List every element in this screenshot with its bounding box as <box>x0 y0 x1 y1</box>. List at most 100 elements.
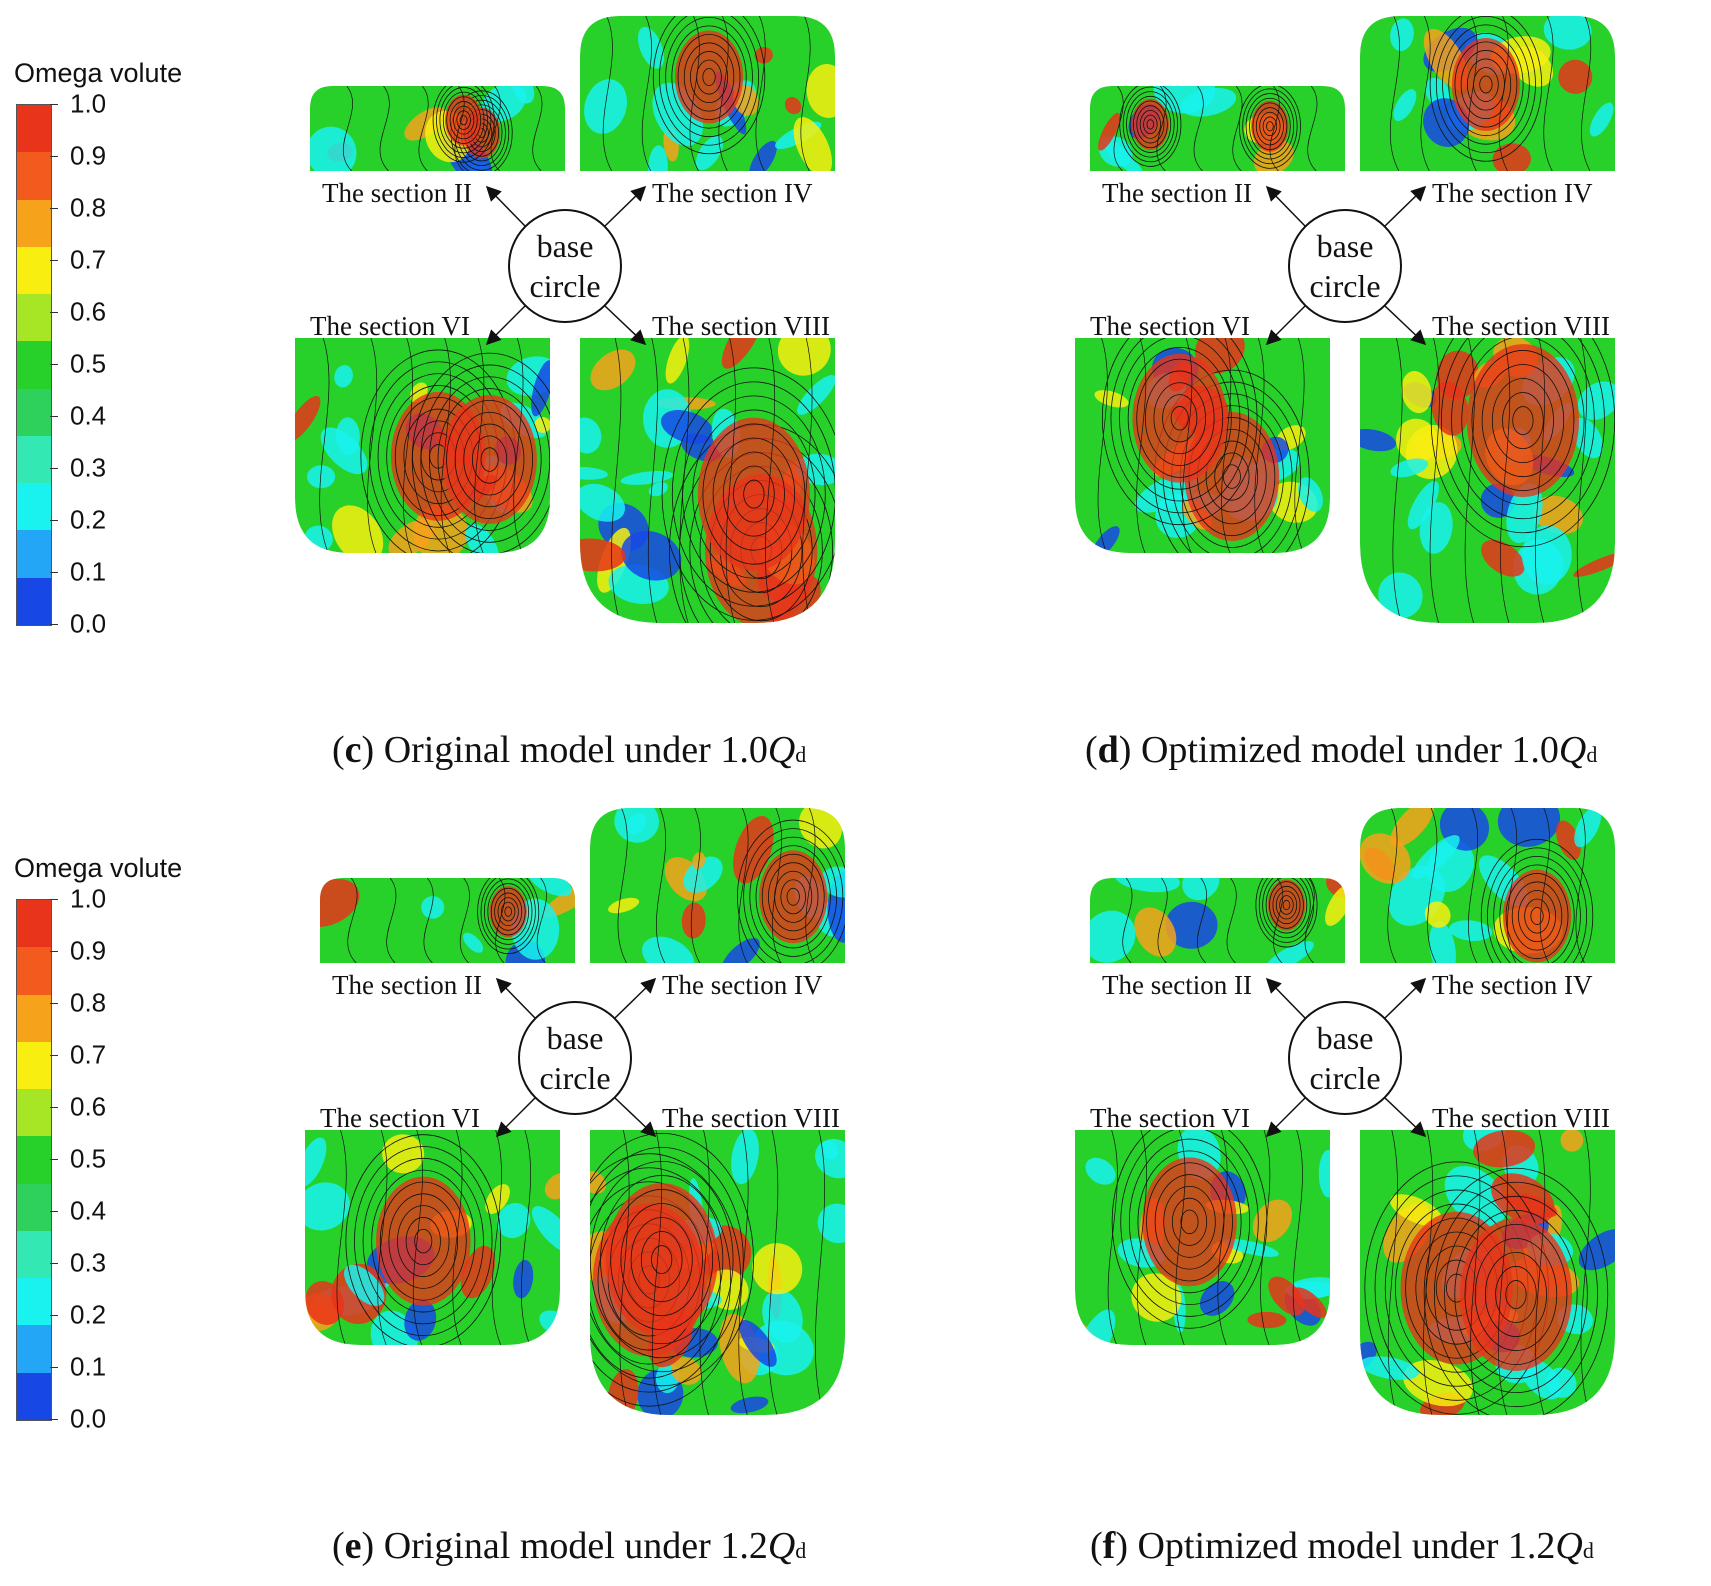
streamline <box>420 364 550 553</box>
streamline <box>749 836 838 957</box>
contour-blob <box>642 936 695 963</box>
section-ii-contour <box>1090 878 1345 963</box>
colorbar-band <box>17 1372 51 1420</box>
streamline <box>1242 88 1298 165</box>
streamline <box>772 808 783 963</box>
streamline <box>494 892 523 931</box>
contour-blob <box>334 365 353 388</box>
streamline <box>1262 116 1278 137</box>
streamline <box>738 1130 749 1415</box>
streamline <box>1136 105 1165 144</box>
streamline <box>386 878 397 963</box>
streamline <box>347 878 358 963</box>
contour-blob <box>305 1281 345 1325</box>
legend-tick-mark <box>50 1419 58 1420</box>
contour-blob <box>1165 901 1218 949</box>
section-iv-contour <box>1360 16 1615 171</box>
streamline <box>1153 382 1206 455</box>
base-circle-label-line2: circle <box>1309 1060 1381 1096</box>
contour-blob <box>1481 539 1525 577</box>
streamline <box>1269 881 1304 929</box>
streamline <box>1258 878 1315 943</box>
streamline <box>1126 91 1175 158</box>
colorbar-band <box>17 246 51 295</box>
streamline <box>718 16 729 171</box>
streamline <box>411 352 550 553</box>
arrow-icon <box>1384 305 1427 346</box>
streamline <box>497 897 519 927</box>
streamline <box>428 376 550 543</box>
streamline <box>1387 808 1398 963</box>
streamline <box>690 808 701 963</box>
legend-tick-mark <box>50 1315 58 1316</box>
streamline <box>661 367 835 621</box>
legend-tick-label: 1.0 <box>70 88 107 119</box>
section-label: The section VIII <box>652 311 830 341</box>
streamline <box>1238 86 1301 169</box>
contour-blob <box>1297 477 1323 512</box>
streamline <box>1111 1130 1268 1329</box>
contour-blob <box>1090 910 1136 963</box>
legend-tick-label: 0.7 <box>70 244 107 275</box>
streamline <box>354 1146 493 1337</box>
streamline <box>1543 16 1554 171</box>
vortex-core <box>1466 344 1580 498</box>
contour-blob <box>528 878 572 897</box>
contour-blob <box>1558 59 1593 94</box>
legend-tick-label: 0.0 <box>70 608 107 639</box>
streamline <box>743 828 844 963</box>
streamline <box>1461 338 1585 506</box>
streamline <box>439 87 488 154</box>
vortex-core <box>489 886 527 938</box>
streamline <box>815 1130 826 1415</box>
colorbar-band <box>17 388 51 436</box>
section-ii-contour <box>320 878 575 963</box>
streamline <box>1474 1237 1558 1351</box>
streamline <box>1495 1266 1537 1323</box>
contour-blob <box>1574 808 1602 848</box>
streamline <box>1255 107 1284 146</box>
contour-blob <box>1098 112 1121 151</box>
caption-c: (c) Original model under 1.0Qd <box>332 729 807 771</box>
streamline <box>483 878 533 945</box>
streamline <box>1470 1130 1481 1415</box>
contour-blob <box>305 1137 327 1187</box>
contour-blob <box>1546 1367 1577 1398</box>
legend-tick-label: 0.6 <box>70 296 107 327</box>
contour-blob <box>382 1134 425 1174</box>
contour-blob <box>513 1259 534 1299</box>
arrow-icon <box>485 305 526 346</box>
arrow-icon <box>1384 185 1427 227</box>
contour-blob <box>660 410 714 444</box>
streamline <box>743 479 765 509</box>
streamline <box>412 1130 423 1345</box>
contour-blob <box>1506 483 1543 544</box>
streamline <box>1269 86 1280 171</box>
contour-blob <box>1182 878 1220 901</box>
base-circle <box>1288 209 1402 323</box>
streamline <box>1107 1130 1118 1345</box>
colorbar-band <box>17 1278 51 1326</box>
streamline <box>1576 338 1587 623</box>
legend-tick-mark <box>50 520 58 521</box>
streamline <box>671 381 835 607</box>
vortex-core <box>442 395 537 525</box>
streamline <box>371 1169 476 1313</box>
contour-blob <box>1573 550 1615 577</box>
streamline <box>491 1130 502 1345</box>
streamline <box>446 400 533 520</box>
streamline <box>345 1134 502 1345</box>
streamline <box>471 435 508 484</box>
streamline <box>1282 899 1291 911</box>
contour-blob <box>336 417 360 456</box>
streamline <box>1442 24 1530 145</box>
streamline <box>755 16 766 171</box>
streamline <box>1205 440 1259 513</box>
streamline <box>699 1130 710 1415</box>
contour-blob <box>777 338 831 376</box>
contour-blob <box>1318 1149 1330 1198</box>
streamline <box>459 115 468 126</box>
contour-blob <box>590 1171 607 1194</box>
section-viii-contour <box>590 1130 845 1415</box>
streamline <box>1273 878 1284 963</box>
